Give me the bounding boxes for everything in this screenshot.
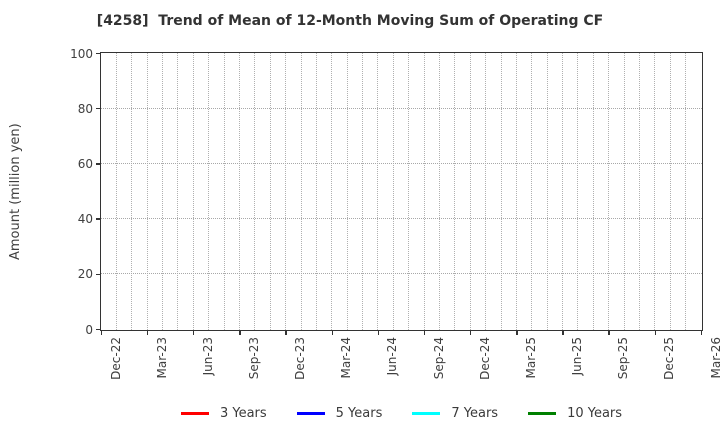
vertical-gridline [515, 53, 517, 330]
x-tick-mark [608, 331, 610, 335]
horizontal-gridline [101, 273, 702, 275]
y-tick-mark [95, 218, 100, 220]
vertical-gridline [562, 53, 564, 330]
y-tick-label: 0 [85, 322, 93, 337]
y-tick-mark [95, 163, 100, 165]
x-tick-label: Mar-24 [339, 337, 354, 379]
vertical-gridline [362, 53, 364, 330]
vertical-gridline [654, 53, 656, 330]
x-tick-label: Dec-22 [108, 337, 123, 380]
x-tick-mark [146, 331, 149, 335]
vertical-gridline [162, 53, 164, 330]
vertical-gridline [623, 53, 625, 330]
legend-line-swatch [528, 411, 557, 415]
legend-line-swatch [180, 411, 209, 415]
x-tick-label: Jun-25 [570, 337, 585, 376]
x-tick-mark [193, 331, 195, 335]
x-tick-label: Mar-26 [708, 337, 720, 379]
x-tick-label: Dec-24 [477, 337, 492, 380]
vertical-gridline [300, 53, 302, 330]
vertical-gridline [131, 53, 133, 330]
y-axis-label: Amount (million yen) [8, 123, 23, 260]
x-tick-label: Dec-23 [293, 337, 308, 380]
vertical-gridline [146, 53, 148, 330]
x-tick-label: Jun-23 [200, 337, 215, 376]
y-tick-mark [95, 328, 100, 331]
y-tick-label: 40 [77, 212, 93, 227]
horizontal-gridline [101, 218, 702, 220]
legend-item-7-years: 7 Years [412, 406, 498, 421]
vertical-gridline [638, 53, 640, 330]
vertical-gridline [408, 53, 410, 330]
y-tick-mark [95, 108, 100, 110]
legend-item-10-years: 10 Years [528, 406, 622, 421]
x-tick-label: Jun-24 [385, 337, 400, 376]
legend-item-5-years: 5 Years [296, 405, 383, 421]
x-tick-label: Sep-23 [246, 337, 261, 380]
x-tick-mark [562, 331, 564, 335]
plot-area [100, 52, 703, 331]
vertical-gridline [377, 53, 379, 330]
y-tick-label: 60 [77, 156, 93, 171]
vertical-gridline [208, 53, 210, 330]
x-tick-mark [285, 331, 287, 335]
x-tick-mark [654, 331, 657, 335]
vertical-gridline [192, 53, 194, 330]
x-tick-label: Mar-25 [523, 337, 538, 379]
vertical-gridline [177, 53, 179, 330]
vertical-gridline [315, 53, 317, 330]
legend-label: 7 Years [451, 405, 499, 421]
vertical-gridline [238, 53, 240, 330]
horizontal-gridline [101, 107, 702, 109]
legend-line-swatch [412, 411, 441, 415]
y-tick-mark [95, 273, 100, 275]
vertical-gridline [269, 53, 271, 330]
x-tick-mark [700, 331, 703, 335]
x-tick-mark [423, 331, 426, 335]
x-tick-label: Sep-24 [431, 337, 446, 380]
x-tick-mark [100, 331, 103, 335]
vertical-gridline [346, 53, 348, 330]
y-tick-label: 80 [77, 101, 93, 116]
vertical-gridline [592, 53, 594, 330]
vertical-gridline [485, 53, 487, 330]
x-tick-mark [377, 331, 380, 335]
y-tick-label: 20 [77, 267, 93, 282]
y-tick-label: 100 [70, 46, 93, 61]
legend-line-swatch [296, 411, 325, 415]
vertical-gridline [500, 53, 502, 330]
legend-label: 10 Years [567, 405, 623, 421]
vertical-gridline [423, 53, 425, 330]
vertical-gridline [223, 53, 225, 330]
vertical-gridline [577, 53, 579, 330]
horizontal-gridline [101, 162, 702, 164]
vertical-gridline [285, 53, 287, 330]
x-tick-mark [239, 331, 241, 335]
x-tick-mark [470, 331, 472, 335]
legend: 3 Years 5 Years 7 Years 10 Years [100, 403, 703, 423]
vertical-gridline [608, 53, 610, 330]
vertical-gridline [454, 53, 456, 330]
legend-label: 3 Years [219, 405, 267, 421]
vertical-gridline [669, 53, 671, 330]
legend-item-3-years: 3 Years [180, 405, 267, 421]
vertical-gridline [331, 53, 333, 330]
vertical-gridline [392, 53, 394, 330]
vertical-gridline [531, 53, 533, 330]
vertical-gridline [438, 53, 440, 330]
vertical-gridline [115, 53, 117, 330]
x-tick-label: Dec-25 [662, 337, 677, 380]
x-tick-label: Mar-23 [154, 337, 169, 379]
vertical-gridline [469, 53, 471, 330]
x-tick-mark [331, 331, 333, 335]
vertical-gridline [254, 53, 256, 330]
vertical-gridline [546, 53, 548, 330]
legend-label: 5 Years [335, 405, 383, 421]
chart-title: [4258] Trend of Mean of 12-Month Moving … [96, 13, 604, 29]
x-tick-label: Sep-25 [616, 337, 631, 380]
x-tick-mark [516, 331, 518, 335]
y-tick-mark [95, 52, 100, 55]
vertical-gridline [685, 53, 687, 330]
